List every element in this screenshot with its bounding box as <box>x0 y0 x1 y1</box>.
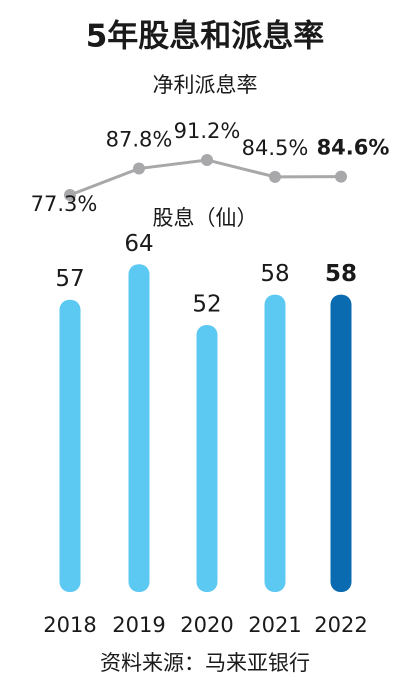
x-tick-label: 2022 <box>314 613 367 637</box>
value-label: 57 <box>55 266 84 292</box>
source: 资料来源：马来亚银行 <box>100 651 310 675</box>
bar-title: 股息（仙） <box>153 206 258 230</box>
value-label: 87.8% <box>106 128 173 152</box>
point <box>335 170 347 183</box>
x-tick-label: 2020 <box>180 613 233 637</box>
title: 5年股息和派息率 <box>86 19 325 55</box>
bar <box>264 294 286 592</box>
value-label: 91.2% <box>174 119 241 143</box>
point <box>64 189 76 202</box>
bar <box>196 325 218 592</box>
value-label: 52 <box>192 292 221 318</box>
x-tick-label: 2018 <box>43 613 96 637</box>
point <box>133 162 145 175</box>
value-label: 58 <box>260 261 289 287</box>
value-label: 84.5% <box>242 136 309 160</box>
value-label: 77.3% <box>31 192 98 216</box>
value-label: 64 <box>124 231 153 257</box>
line-title: 净利派息率 <box>153 73 258 97</box>
x-tick-label: 2019 <box>112 613 165 637</box>
value-label: 58 <box>325 261 357 287</box>
bar <box>330 294 352 592</box>
point <box>269 170 281 183</box>
point <box>201 153 213 166</box>
bar <box>128 264 150 592</box>
x-tick-label: 2021 <box>248 613 301 637</box>
bar <box>59 299 81 592</box>
value-label: 84.6% <box>317 136 390 160</box>
